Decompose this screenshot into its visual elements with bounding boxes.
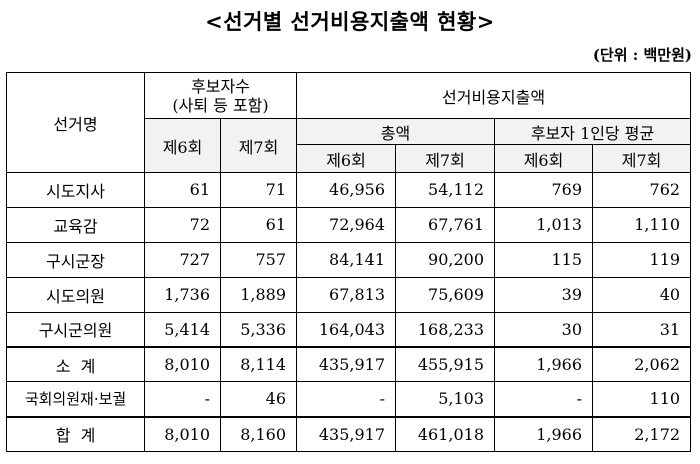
table-row: 국회의원재·보궐 - 46 - 5,103 - 110 (6, 381, 692, 418)
cell-total-6: 435,917 (296, 415, 397, 452)
cell-total-6: 72,964 (296, 206, 397, 243)
row-name: 구시군의원 (6, 311, 145, 348)
cell-total-7: 90,200 (395, 241, 496, 278)
cell-candidates-7: 71 (219, 172, 298, 208)
cell-candidates-6: 72 (144, 206, 221, 243)
cell-avg-6: 30 (494, 311, 594, 348)
cell-total-6: - (296, 381, 397, 418)
header-avg-round6: 제6회 (494, 144, 594, 173)
cell-candidates-7: 8,114 (219, 345, 298, 383)
cell-candidates-7: 1,889 (219, 276, 298, 313)
page-title: <선거별 선거비용지출액 현황> (205, 9, 495, 34)
row-name: 시도의원 (6, 276, 145, 313)
row-name: 소 계 (6, 345, 145, 383)
header-spending: 선거비용지출액 (296, 72, 692, 119)
cell-avg-7: 1,110 (592, 206, 692, 243)
cell-total-7: 455,915 (395, 345, 496, 383)
cell-avg-7: 110 (592, 381, 692, 418)
table-row: 시도의원 1,736 1,889 67,813 75,609 39 40 (6, 276, 692, 313)
cell-candidates-7: 5,336 (219, 311, 298, 348)
spending-table: 선거명 후보자수 (사퇴 등 포함) 선거비용지출액 제6회 제7회 총액 후보… (6, 72, 692, 452)
cell-total-7: 168,233 (395, 311, 496, 348)
cell-candidates-6: 1,736 (144, 276, 221, 313)
cell-candidates-6: 5,414 (144, 311, 221, 348)
cell-avg-7: 2,062 (592, 345, 692, 383)
header-total-round6: 제6회 (296, 144, 397, 173)
cell-total-7: 67,761 (395, 206, 496, 243)
cell-total-7: 54,112 (395, 172, 496, 208)
header-candidates-round6: 제6회 (144, 118, 221, 173)
cell-candidates-7: 61 (219, 206, 298, 243)
cell-avg-7: 2,172 (592, 415, 692, 452)
row-name: 시도지사 (6, 172, 145, 208)
cell-avg-6: 1,966 (494, 345, 594, 383)
cell-total-7: 75,609 (395, 276, 496, 313)
cell-total-7: 5,103 (395, 381, 496, 418)
table-row: 구시군장 727 757 84,141 90,200 115 119 (6, 241, 692, 278)
cell-avg-6: 1,013 (494, 206, 594, 243)
cell-avg-7: 40 (592, 276, 692, 313)
cell-avg-7: 119 (592, 241, 692, 278)
cell-total-7: 461,018 (395, 415, 496, 452)
table-row: 시도지사 61 71 46,956 54,112 769 762 (6, 172, 692, 208)
cell-candidates-6: - (144, 381, 221, 418)
header-avg-round7: 제7회 (592, 144, 692, 173)
header-total: 총액 (296, 118, 496, 145)
header-election-name: 선거명 (6, 72, 145, 173)
cell-candidates-6: 61 (144, 172, 221, 208)
row-name: 교육감 (6, 206, 145, 243)
cell-avg-6: - (494, 381, 594, 418)
cell-candidates-6: 8,010 (144, 415, 221, 452)
cell-avg-6: 115 (494, 241, 594, 278)
cell-candidates-6: 8,010 (144, 345, 221, 383)
cell-avg-6: 769 (494, 172, 594, 208)
row-name: 국회의원재·보궐 (6, 381, 145, 418)
cell-candidates-7: 8,160 (219, 415, 298, 452)
cell-avg-6: 39 (494, 276, 594, 313)
row-name: 구시군장 (6, 241, 145, 278)
header-per-candidate: 후보자 1인당 평균 (494, 118, 692, 145)
cell-candidates-6: 727 (144, 241, 221, 278)
row-name: 합 계 (6, 415, 145, 452)
header-total-round7: 제7회 (395, 144, 496, 173)
header-candidates: 후보자수 (사퇴 등 포함) (143, 72, 298, 119)
cell-candidates-7: 757 (219, 241, 298, 278)
cell-total-6: 435,917 (296, 345, 397, 383)
unit-label: (단위 : 백만원) (592, 46, 692, 64)
cell-total-6: 84,141 (296, 241, 397, 278)
cell-total-6: 67,813 (296, 276, 397, 313)
header-candidates-sub: (사퇴 등 포함) (172, 95, 269, 115)
cell-avg-7: 762 (592, 172, 692, 208)
cell-avg-7: 31 (592, 311, 692, 348)
table-row-total: 합 계 8,010 8,160 435,917 461,018 1,966 2,… (6, 415, 692, 452)
cell-total-6: 164,043 (296, 311, 397, 348)
header-candidates-round7: 제7회 (219, 118, 298, 173)
header-candidates-label: 후보자수 (191, 76, 250, 96)
table-row: 교육감 72 61 72,964 67,761 1,013 1,110 (6, 206, 692, 243)
cell-total-6: 46,956 (296, 172, 397, 208)
table-row-subtotal: 소 계 8,010 8,114 435,917 455,915 1,966 2,… (6, 345, 692, 383)
cell-avg-6: 1,966 (494, 415, 594, 452)
cell-candidates-7: 46 (219, 381, 298, 418)
table-row: 구시군의원 5,414 5,336 164,043 168,233 30 31 (6, 311, 692, 348)
